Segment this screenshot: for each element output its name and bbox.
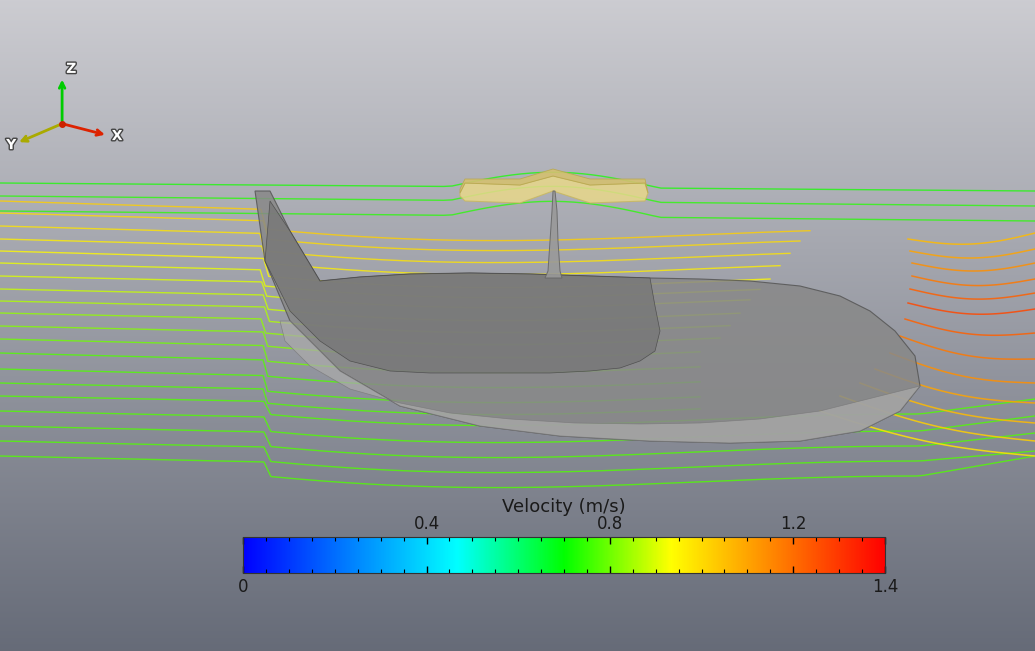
Text: 1.2: 1.2 xyxy=(780,515,806,533)
PathPatch shape xyxy=(460,176,648,203)
PathPatch shape xyxy=(280,321,920,443)
Title: Velocity (m/s): Velocity (m/s) xyxy=(502,498,626,516)
PathPatch shape xyxy=(460,169,648,193)
Text: Y: Y xyxy=(6,138,17,152)
Text: Z: Z xyxy=(66,62,77,76)
Text: 0.8: 0.8 xyxy=(597,515,623,533)
PathPatch shape xyxy=(255,191,920,443)
Text: 0: 0 xyxy=(238,578,248,596)
Text: X: X xyxy=(112,129,122,143)
Text: 1.4: 1.4 xyxy=(871,578,898,596)
PathPatch shape xyxy=(545,191,562,278)
PathPatch shape xyxy=(265,201,660,373)
Text: 0.4: 0.4 xyxy=(413,515,440,533)
